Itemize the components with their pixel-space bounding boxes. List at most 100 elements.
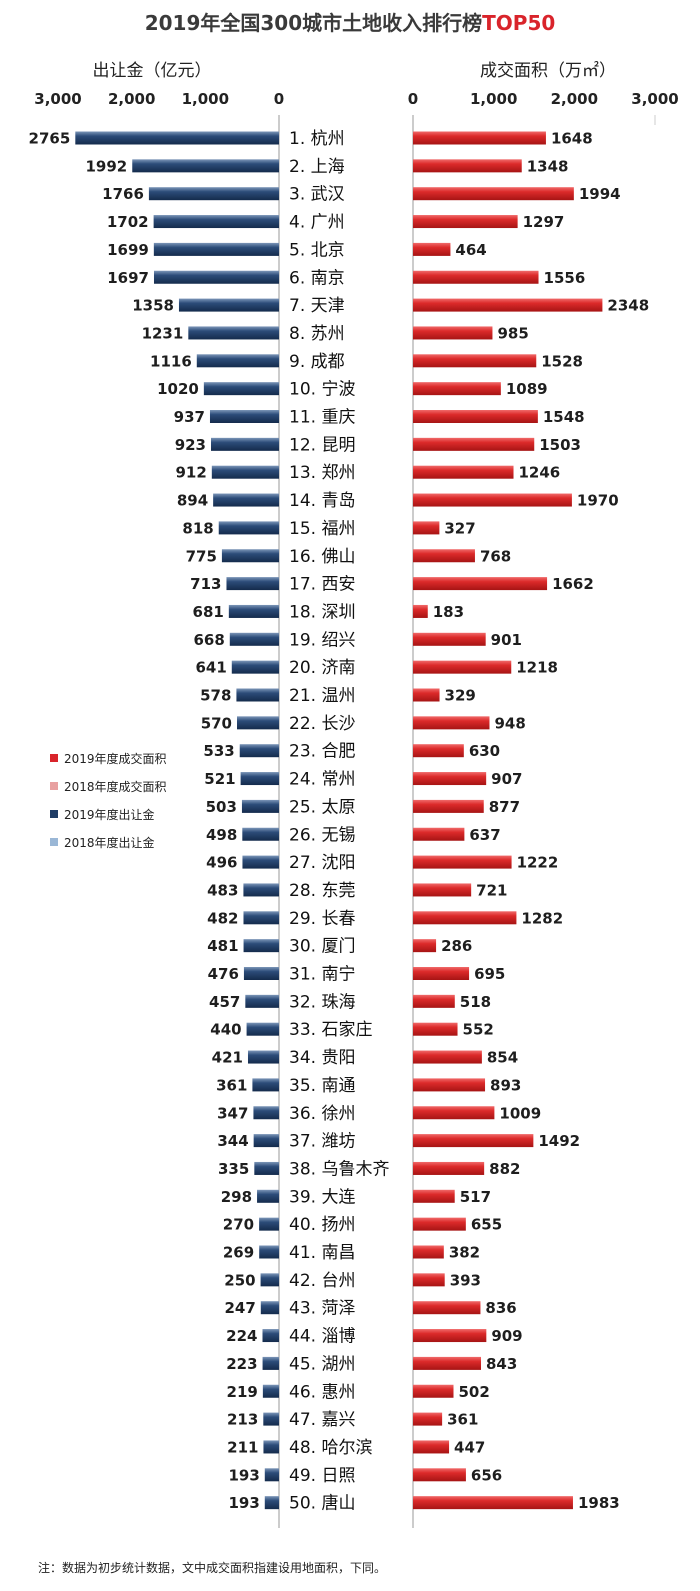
- area-bar: [413, 1301, 481, 1315]
- city-label: 26. 无锡: [289, 825, 355, 845]
- area-value-label: 901: [491, 631, 522, 649]
- area-value-label: 382: [449, 1244, 480, 1262]
- row-12: 923 12. 昆明 1503: [175, 435, 581, 455]
- area-value-label: 1089: [506, 380, 548, 398]
- area-bar: [413, 1078, 486, 1092]
- revenue-value-label: 2765: [29, 130, 71, 148]
- row-29: 482 29. 长春 1282: [207, 909, 563, 929]
- revenue-value-label: 894: [177, 492, 208, 510]
- revenue-bar: [242, 855, 279, 869]
- footnote: 注：数据为初步统计数据，文中成交面积指建设用地面积，下同。: [38, 1560, 386, 1575]
- revenue-value-label: 1116: [150, 352, 192, 370]
- area-bar: [413, 1022, 458, 1036]
- revenue-bar: [178, 298, 279, 312]
- area-value-label: 637: [469, 826, 500, 844]
- revenue-bar: [246, 1022, 279, 1036]
- city-label: 21. 温州: [289, 686, 355, 706]
- area-value-label: 1994: [579, 185, 621, 203]
- revenue-bar: [211, 465, 279, 479]
- city-label: 48. 哈尔滨: [289, 1438, 372, 1458]
- area-bar: [413, 688, 440, 702]
- row-27: 496 27. 沈阳 1222: [206, 853, 558, 873]
- revenue-bar: [231, 660, 279, 674]
- row-39: 298 39. 大连 517: [221, 1187, 491, 1207]
- row-30: 481 30. 厦门 286: [207, 937, 472, 957]
- row-38: 335 38. 乌鲁木齐 882: [218, 1159, 520, 1179]
- area-bar: [413, 382, 501, 396]
- area-bar: [413, 159, 522, 173]
- revenue-bar: [240, 772, 279, 786]
- area-value-label: 1648: [551, 130, 593, 148]
- revenue-bar: [153, 242, 279, 256]
- area-value-label: 1282: [521, 909, 563, 927]
- revenue-bar: [243, 883, 279, 897]
- revenue-bar: [226, 577, 279, 591]
- row-21: 578 21. 温州 329: [200, 686, 476, 706]
- row-13: 912 13. 郑州 1246: [176, 463, 561, 483]
- left-axis-title: 出让金（亿元）: [93, 61, 212, 81]
- area-bar: [413, 1217, 466, 1231]
- revenue-value-label: 1766: [102, 185, 144, 203]
- area-bar: [413, 242, 451, 256]
- row-34: 421 34. 贵阳 854: [212, 1048, 519, 1068]
- row-9: 1116 9. 成都 1528: [150, 352, 583, 372]
- revenue-bar: [243, 911, 279, 925]
- revenue-bar: [153, 270, 279, 284]
- revenue-value-label: 483: [207, 881, 238, 899]
- revenue-bar: [264, 1468, 279, 1482]
- area-value-label: 1492: [538, 1132, 580, 1150]
- area-bar: [413, 855, 512, 869]
- city-label: 32. 珠海: [289, 992, 355, 1012]
- area-bar: [413, 298, 603, 312]
- row-37: 344 37. 潍坊 1492: [217, 1132, 580, 1152]
- row-5: 1699 5. 北京 464: [107, 240, 487, 260]
- row-33: 440 33. 石家庄 552: [210, 1020, 494, 1040]
- row-40: 270 40. 扬州 655: [223, 1215, 502, 1235]
- revenue-bar: [239, 744, 279, 758]
- area-bar: [413, 326, 493, 340]
- revenue-bar: [259, 1245, 279, 1259]
- area-bar: [413, 911, 517, 925]
- area-bar: [413, 660, 512, 674]
- row-23: 533 23. 合肥 630: [203, 742, 500, 762]
- city-label: 14. 青岛: [289, 491, 355, 511]
- revenue-value-label: 1231: [142, 324, 184, 342]
- area-bar: [413, 1106, 495, 1120]
- row-14: 894 14. 青岛 1970: [177, 491, 619, 511]
- revenue-bar: [229, 632, 279, 646]
- area-value-label: 695: [474, 965, 505, 983]
- revenue-bar: [209, 410, 279, 423]
- revenue-value-label: 224: [226, 1327, 257, 1345]
- city-label: 49. 日照: [289, 1466, 355, 1486]
- row-17: 713 17. 西安 1662: [190, 575, 594, 595]
- right-axis-title: 成交面积（万㎡）: [480, 61, 616, 81]
- area-bar: [413, 716, 490, 730]
- row-2: 1992 2. 上海 1348: [86, 157, 569, 177]
- legend-swatch: [50, 754, 58, 762]
- area-bar: [413, 131, 546, 145]
- area-value-label: 1970: [577, 492, 619, 510]
- row-31: 476 31. 南宁 695: [208, 965, 506, 985]
- row-15: 818 15. 福州 327: [182, 519, 475, 539]
- left-tick-label: 2,000: [108, 90, 155, 108]
- row-32: 457 32. 珠海 518: [209, 992, 491, 1012]
- row-11: 937 11. 重庆 1548: [174, 408, 585, 428]
- row-7: 1358 7. 天津 2348: [132, 296, 649, 316]
- revenue-bar: [263, 1412, 279, 1426]
- city-label: 15. 福州: [289, 519, 355, 539]
- area-value-label: 893: [490, 1076, 521, 1094]
- area-bar: [413, 354, 537, 368]
- area-bar: [413, 215, 518, 229]
- area-bar: [413, 437, 535, 451]
- area-bar: [413, 577, 548, 591]
- revenue-value-label: 1699: [107, 241, 149, 259]
- area-bar: [413, 1356, 482, 1370]
- revenue-value-label: 912: [176, 464, 207, 482]
- area-bar: [413, 493, 572, 507]
- area-value-label: 1297: [523, 213, 565, 231]
- legend-label: 2019年度成交面积: [64, 751, 167, 766]
- area-bar: [413, 1189, 455, 1203]
- right-tick-label: 3,000: [631, 90, 678, 108]
- revenue-value-label: 923: [175, 436, 206, 454]
